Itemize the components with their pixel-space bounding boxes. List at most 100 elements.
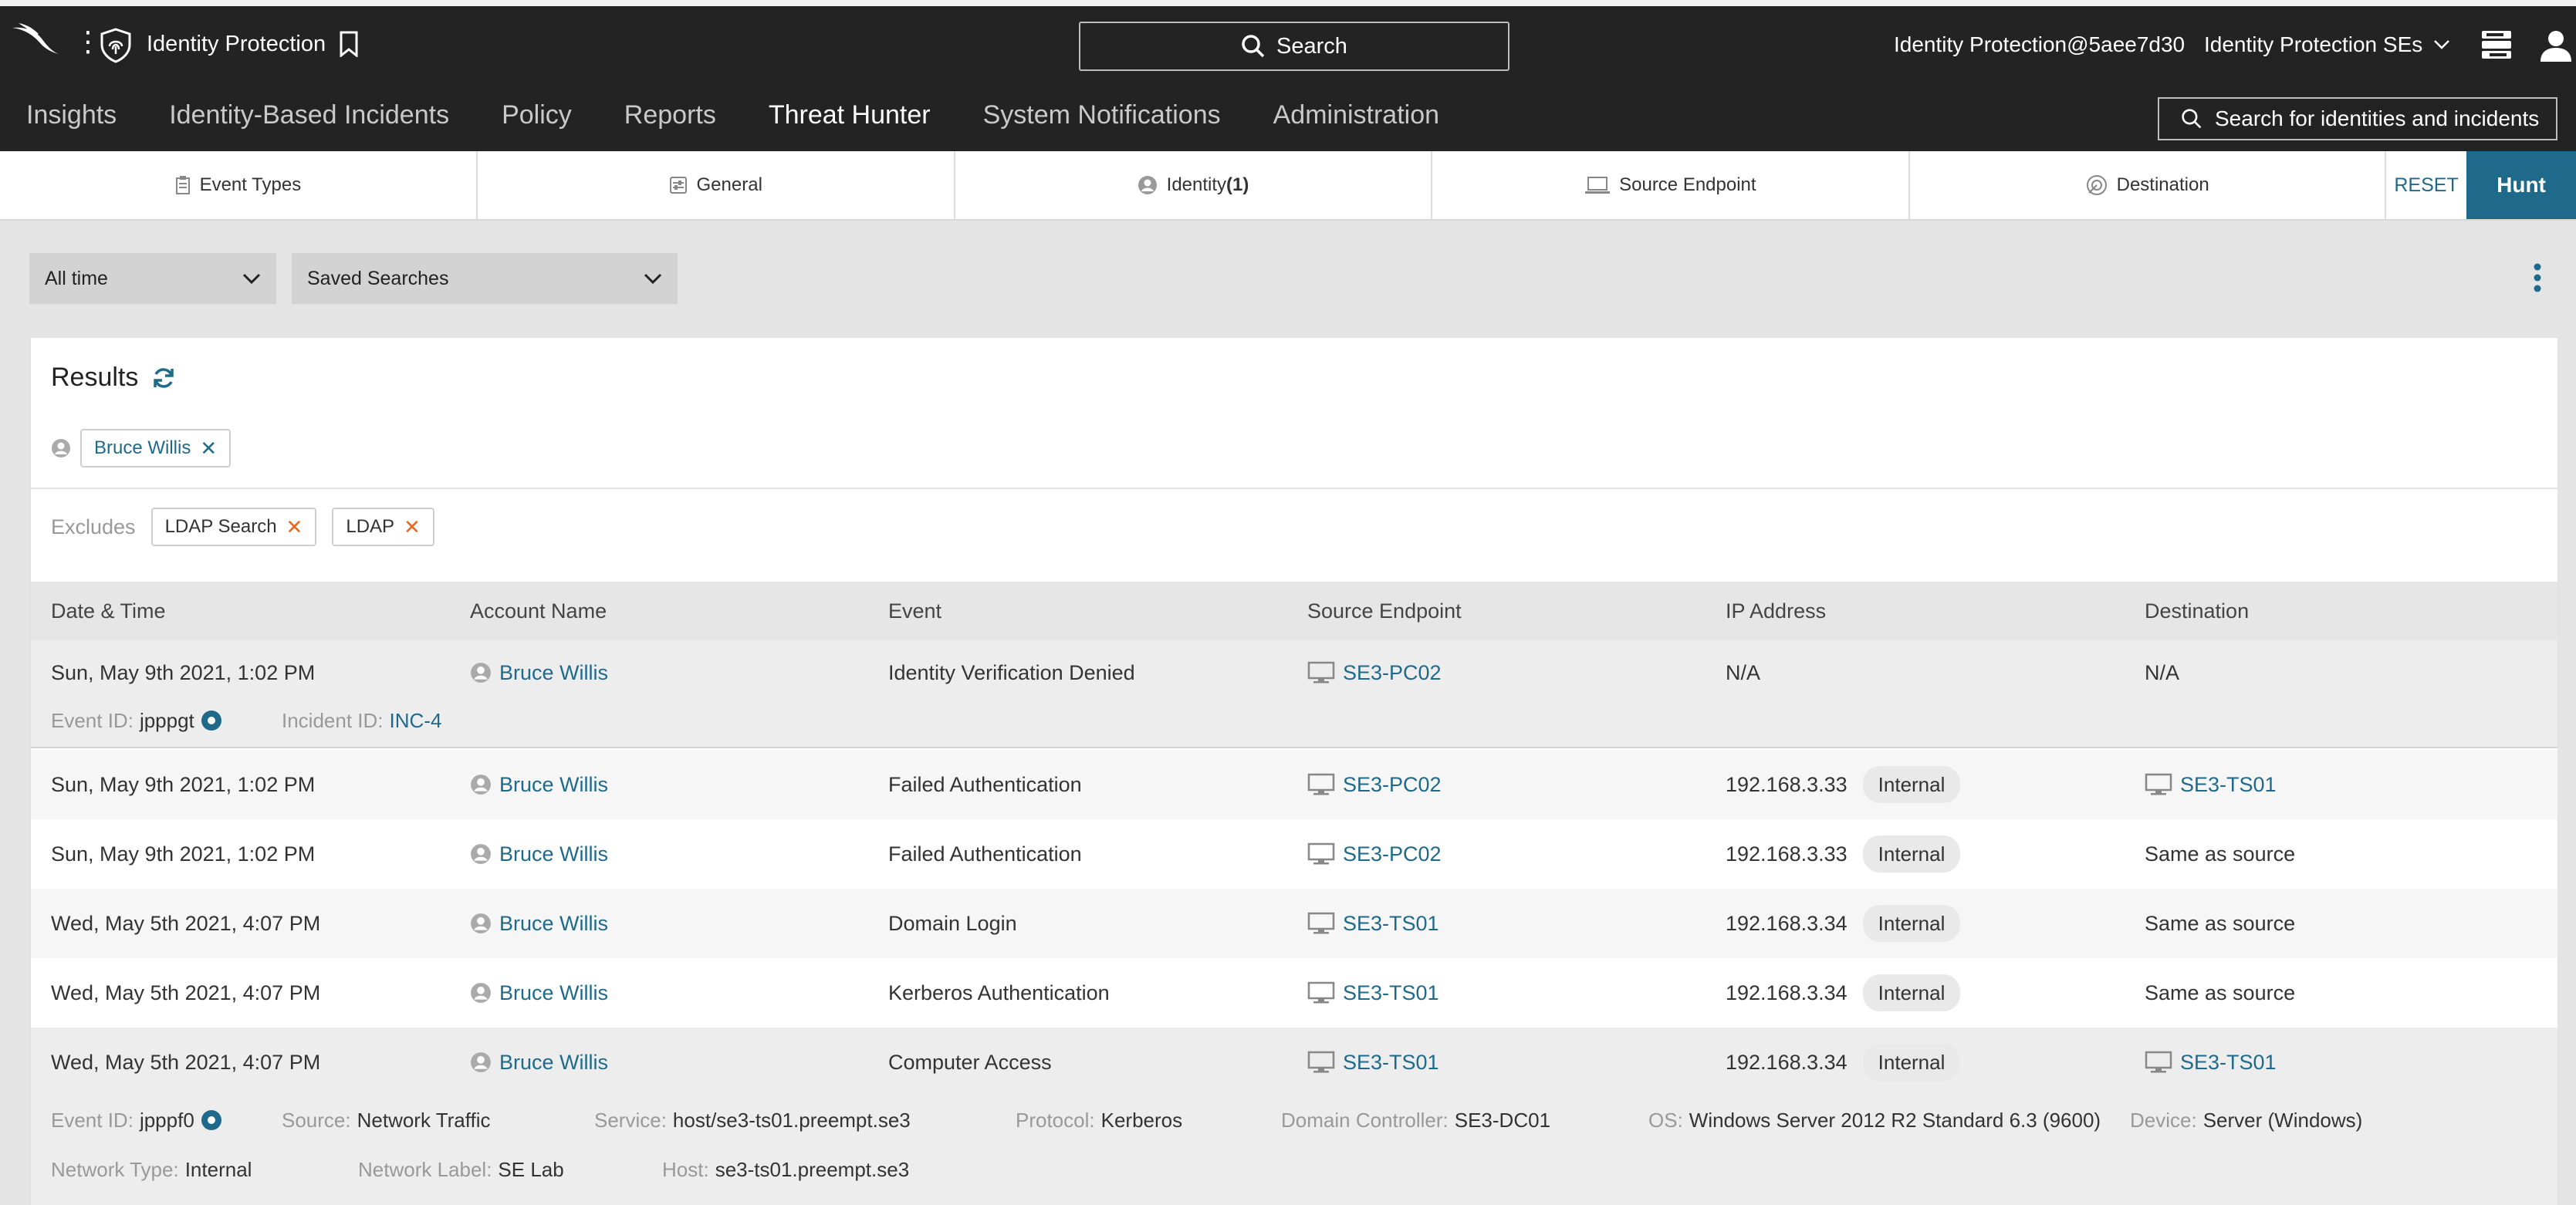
source-endpoint-name: SE3-PC02 <box>1343 772 1442 796</box>
exclude-chip[interactable]: LDAP Search ✕ <box>150 508 317 546</box>
row-account[interactable]: Bruce Willis <box>470 750 608 819</box>
more-options-icon[interactable] <box>2533 262 2542 293</box>
dc-value: SE3-DC01 <box>1454 1108 1551 1132</box>
exclude-chip-label: LDAP <box>346 516 395 537</box>
table-row[interactable]: Wed, May 5th 2021, 4:07 PM Bruce Willis … <box>31 889 2557 958</box>
tenant-selector[interactable]: Identity Protection SEs <box>2204 32 2450 57</box>
incident-id-meta: Incident ID: INC-4 <box>282 705 441 736</box>
exclude-chip-label: LDAP Search <box>164 516 277 537</box>
tab-identity-label: Identity(1) <box>1167 174 1249 196</box>
tab-source-endpoint[interactable]: Source Endpoint <box>1432 151 1911 219</box>
source-value: Network Traffic <box>357 1108 491 1132</box>
row-account[interactable]: Bruce Willis <box>470 819 608 889</box>
row-source-endpoint[interactable]: SE3-PC02 <box>1307 750 1442 819</box>
row-destination: N/A <box>2145 660 2180 684</box>
search-label: Search <box>1276 33 1347 59</box>
user-profile-icon[interactable] <box>2539 28 2573 62</box>
person-circle-icon <box>1138 176 1157 194</box>
remove-chip-icon[interactable]: ✕ <box>200 436 218 460</box>
row-destination[interactable]: SE3-TS01 <box>2145 750 2277 819</box>
row-source-endpoint[interactable]: SE3-TS01 <box>1307 1028 1439 1097</box>
column-header[interactable]: Destination <box>2145 599 2250 623</box>
source-endpoint-name: SE3-TS01 <box>1343 911 1439 935</box>
row-event: Failed Authentication <box>888 842 1082 866</box>
row-account[interactable]: Bruce Willis <box>470 640 608 705</box>
event-id-label: Event ID: <box>51 708 134 732</box>
ip-address: 192.168.3.34 <box>1726 981 1847 1004</box>
column-header[interactable]: Date & Time <box>51 599 166 623</box>
tab-event-types[interactable]: Event Types <box>0 151 478 219</box>
chevron-down-icon <box>644 273 662 285</box>
reset-button[interactable]: RESET <box>2394 174 2459 196</box>
nav-insights[interactable]: Insights <box>26 100 117 130</box>
nav-policy[interactable]: Policy <box>502 100 572 130</box>
falcon-logo-icon[interactable] <box>11 22 60 56</box>
table-row[interactable]: Sun, May 9th 2021, 1:02 PM Bruce Willis … <box>31 640 2557 748</box>
nav-system-notifications[interactable]: System Notifications <box>982 100 1221 130</box>
time-range-select[interactable]: All time <box>29 253 276 304</box>
person-circle-icon <box>52 439 70 457</box>
global-search-button[interactable]: Search <box>1079 22 1509 71</box>
notifications-icon[interactable] <box>2479 29 2514 60</box>
hunt-button[interactable]: Hunt <box>2466 151 2576 219</box>
tab-destination[interactable]: Destination <box>1910 151 2387 219</box>
bookmark-icon[interactable] <box>338 31 360 57</box>
account-name: Bruce Willis <box>499 981 609 1004</box>
nav-threat-hunter[interactable]: Threat Hunter <box>742 93 957 157</box>
remove-chip-icon[interactable]: ✕ <box>404 515 421 538</box>
row-ip: 192.168.3.33 Internal <box>1726 819 1961 889</box>
incident-id-link[interactable]: INC-4 <box>389 708 442 732</box>
event-id-meta: Event ID: jpppgt <box>51 705 222 736</box>
fingerprint-icon <box>100 28 131 63</box>
row-ip: N/A <box>1726 660 1761 684</box>
row-destination: Same as source <box>2145 911 2296 935</box>
person-circle-icon <box>471 844 491 864</box>
row-account[interactable]: Bruce Willis <box>470 889 608 958</box>
user-account[interactable]: Identity Protection@5aee7d30 <box>1894 32 2186 56</box>
tenant-label: Identity Protection SEs <box>2204 32 2423 56</box>
os-value: Windows Server 2012 R2 Standard 6.3 (960… <box>1689 1108 2101 1132</box>
identity-filter-chip[interactable]: Bruce Willis ✕ <box>80 429 232 467</box>
nav-administration[interactable]: Administration <box>1273 100 1440 130</box>
row-ip: 192.168.3.34 Internal <box>1726 958 1961 1028</box>
refresh-icon[interactable] <box>152 366 175 390</box>
tab-event-types-label: Event Types <box>199 174 302 195</box>
identity-search-input[interactable]: Search for identities and incidents <box>2158 97 2557 140</box>
host-label: Host: <box>662 1157 709 1181</box>
row-source-endpoint[interactable]: SE3-TS01 <box>1307 889 1439 958</box>
event-details-icon[interactable] <box>201 710 222 731</box>
computer-icon <box>2145 1051 2172 1073</box>
network-tag: Internal <box>1862 766 1961 803</box>
nav-identity-based-incidents[interactable]: Identity-Based Incidents <box>169 100 450 130</box>
tab-identity[interactable]: Identity(1) <box>955 151 1433 219</box>
row-event: Computer Access <box>888 1050 1052 1074</box>
column-header[interactable]: Account Name <box>470 599 607 623</box>
person-circle-icon <box>471 983 491 1003</box>
exclude-chip[interactable]: LDAP ✕ <box>332 508 434 546</box>
table-row[interactable]: Sun, May 9th 2021, 1:02 PM Bruce Willis … <box>31 750 2557 819</box>
network-type-meta: Network Type: Internal <box>51 1154 252 1185</box>
event-details-icon[interactable] <box>201 1109 222 1131</box>
row-event: Failed Authentication <box>888 772 1082 796</box>
saved-searches-select[interactable]: Saved Searches <box>292 253 678 304</box>
row-source-endpoint[interactable]: SE3-PC02 <box>1307 640 1442 705</box>
row-source-endpoint[interactable]: SE3-TS01 <box>1307 958 1439 1028</box>
chevron-down-icon <box>242 273 261 285</box>
laptop-icon <box>1585 177 1611 194</box>
column-header[interactable]: IP Address <box>1726 599 1827 623</box>
app-switcher-icon[interactable]: ⋮ <box>74 25 102 57</box>
table-row[interactable]: Wed, May 5th 2021, 4:07 PM Bruce Willis … <box>31 1028 2557 1205</box>
tab-general[interactable]: General <box>478 151 955 219</box>
column-header[interactable]: Source Endpoint <box>1307 599 1462 623</box>
remove-chip-icon[interactable]: ✕ <box>286 515 303 538</box>
table-row[interactable]: Wed, May 5th 2021, 4:07 PM Bruce Willis … <box>31 958 2557 1028</box>
row-source-endpoint[interactable]: SE3-PC02 <box>1307 819 1442 889</box>
source-meta: Source: Network Traffic <box>282 1105 491 1136</box>
source-endpoint-name: SE3-TS01 <box>1343 1050 1439 1074</box>
row-account[interactable]: Bruce Willis <box>470 958 608 1028</box>
row-destination[interactable]: SE3-TS01 <box>2145 1028 2277 1097</box>
nav-reports[interactable]: Reports <box>624 100 716 130</box>
row-account[interactable]: Bruce Willis <box>470 1028 608 1097</box>
column-header[interactable]: Event <box>888 599 942 623</box>
table-row[interactable]: Sun, May 9th 2021, 1:02 PM Bruce Willis … <box>31 819 2557 889</box>
